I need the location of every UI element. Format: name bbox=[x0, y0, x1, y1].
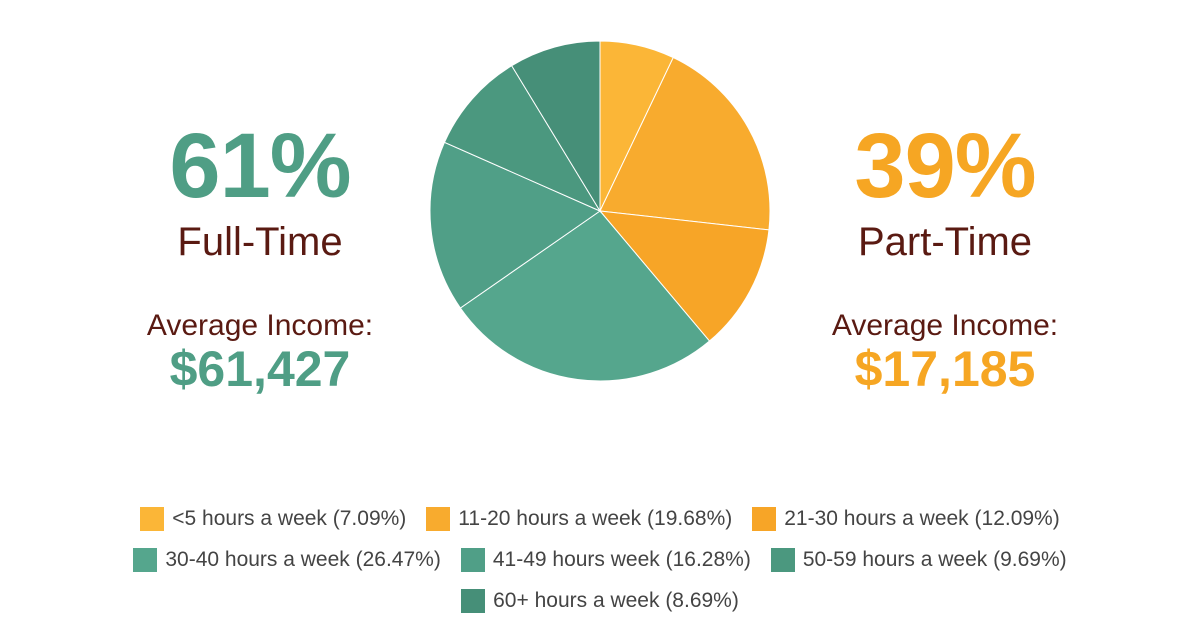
legend-item-3: 30-40 hours a week (26.47%) bbox=[133, 547, 441, 572]
legend-swatch-0 bbox=[140, 506, 165, 531]
part-time-income-label: Average Income: bbox=[831, 309, 1059, 342]
full-time-label: Full-Time bbox=[177, 220, 343, 264]
full-time-percent: 61% bbox=[169, 115, 351, 217]
full-time-income-label: Average Income: bbox=[146, 309, 374, 342]
part-time-percent: 39% bbox=[854, 115, 1036, 217]
pie-slice-4 bbox=[429, 141, 602, 309]
legend-swatch-1 bbox=[426, 506, 451, 531]
legend-item-5: 50-59 hours a week (9.69%) bbox=[770, 547, 1067, 572]
pie-slice-1 bbox=[599, 56, 771, 231]
full-time-panel: 61% Full-Time Average Income: $61,427 bbox=[80, 120, 440, 396]
legend-item-1: 11-20 hours a week (19.68%) bbox=[426, 506, 733, 531]
pie-slice-2 bbox=[598, 210, 770, 342]
legend-item-0: <5 hours a week (7.09%) bbox=[140, 506, 407, 531]
pie-slice-3 bbox=[459, 210, 711, 382]
legend-row-1: 30-40 hours a week (26.47%) 41-49 hours w… bbox=[0, 539, 1200, 580]
part-time-panel: 39% Part-Time Average Income: $17,185 bbox=[765, 120, 1125, 396]
legend-label-4: 41-49 hours week (16.28%) bbox=[492, 547, 751, 571]
legend-label-5: 50-59 hours a week (9.69%) bbox=[802, 547, 1067, 571]
legend-swatch-3 bbox=[133, 547, 158, 572]
legend-label-0: <5 hours a week (7.09%) bbox=[172, 506, 407, 530]
chart-legend: <5 hours a week (7.09%) 11-20 hours a wee… bbox=[0, 498, 1200, 621]
pie-slice-5 bbox=[443, 65, 602, 213]
legend-label-1: 11-20 hours a week (19.68%) bbox=[458, 506, 733, 530]
pie-slice-6 bbox=[511, 40, 601, 213]
full-time-income: $61,427 bbox=[169, 341, 351, 397]
legend-label-3: 30-40 hours a week (26.47%) bbox=[165, 547, 441, 571]
legend-swatch-5 bbox=[770, 547, 795, 572]
legend-label-6: 60+ hours a week (8.69%) bbox=[493, 588, 739, 612]
pie-chart bbox=[429, 40, 771, 382]
legend-item-6: 60+ hours a week (8.69%) bbox=[461, 588, 739, 613]
legend-row-2: 60+ hours a week (8.69%) bbox=[0, 580, 1200, 621]
legend-row-0: <5 hours a week (7.09%) 11-20 hours a wee… bbox=[0, 498, 1200, 539]
part-time-income: $17,185 bbox=[854, 341, 1036, 397]
legend-swatch-4 bbox=[460, 547, 485, 572]
legend-label-2: 21-30 hours a week (12.09%) bbox=[784, 506, 1060, 530]
legend-swatch-2 bbox=[752, 506, 777, 531]
legend-item-4: 41-49 hours week (16.28%) bbox=[460, 547, 751, 572]
part-time-label: Part-Time bbox=[857, 220, 1033, 264]
legend-swatch-6 bbox=[461, 588, 486, 613]
legend-item-2: 21-30 hours a week (12.09%) bbox=[752, 506, 1060, 531]
